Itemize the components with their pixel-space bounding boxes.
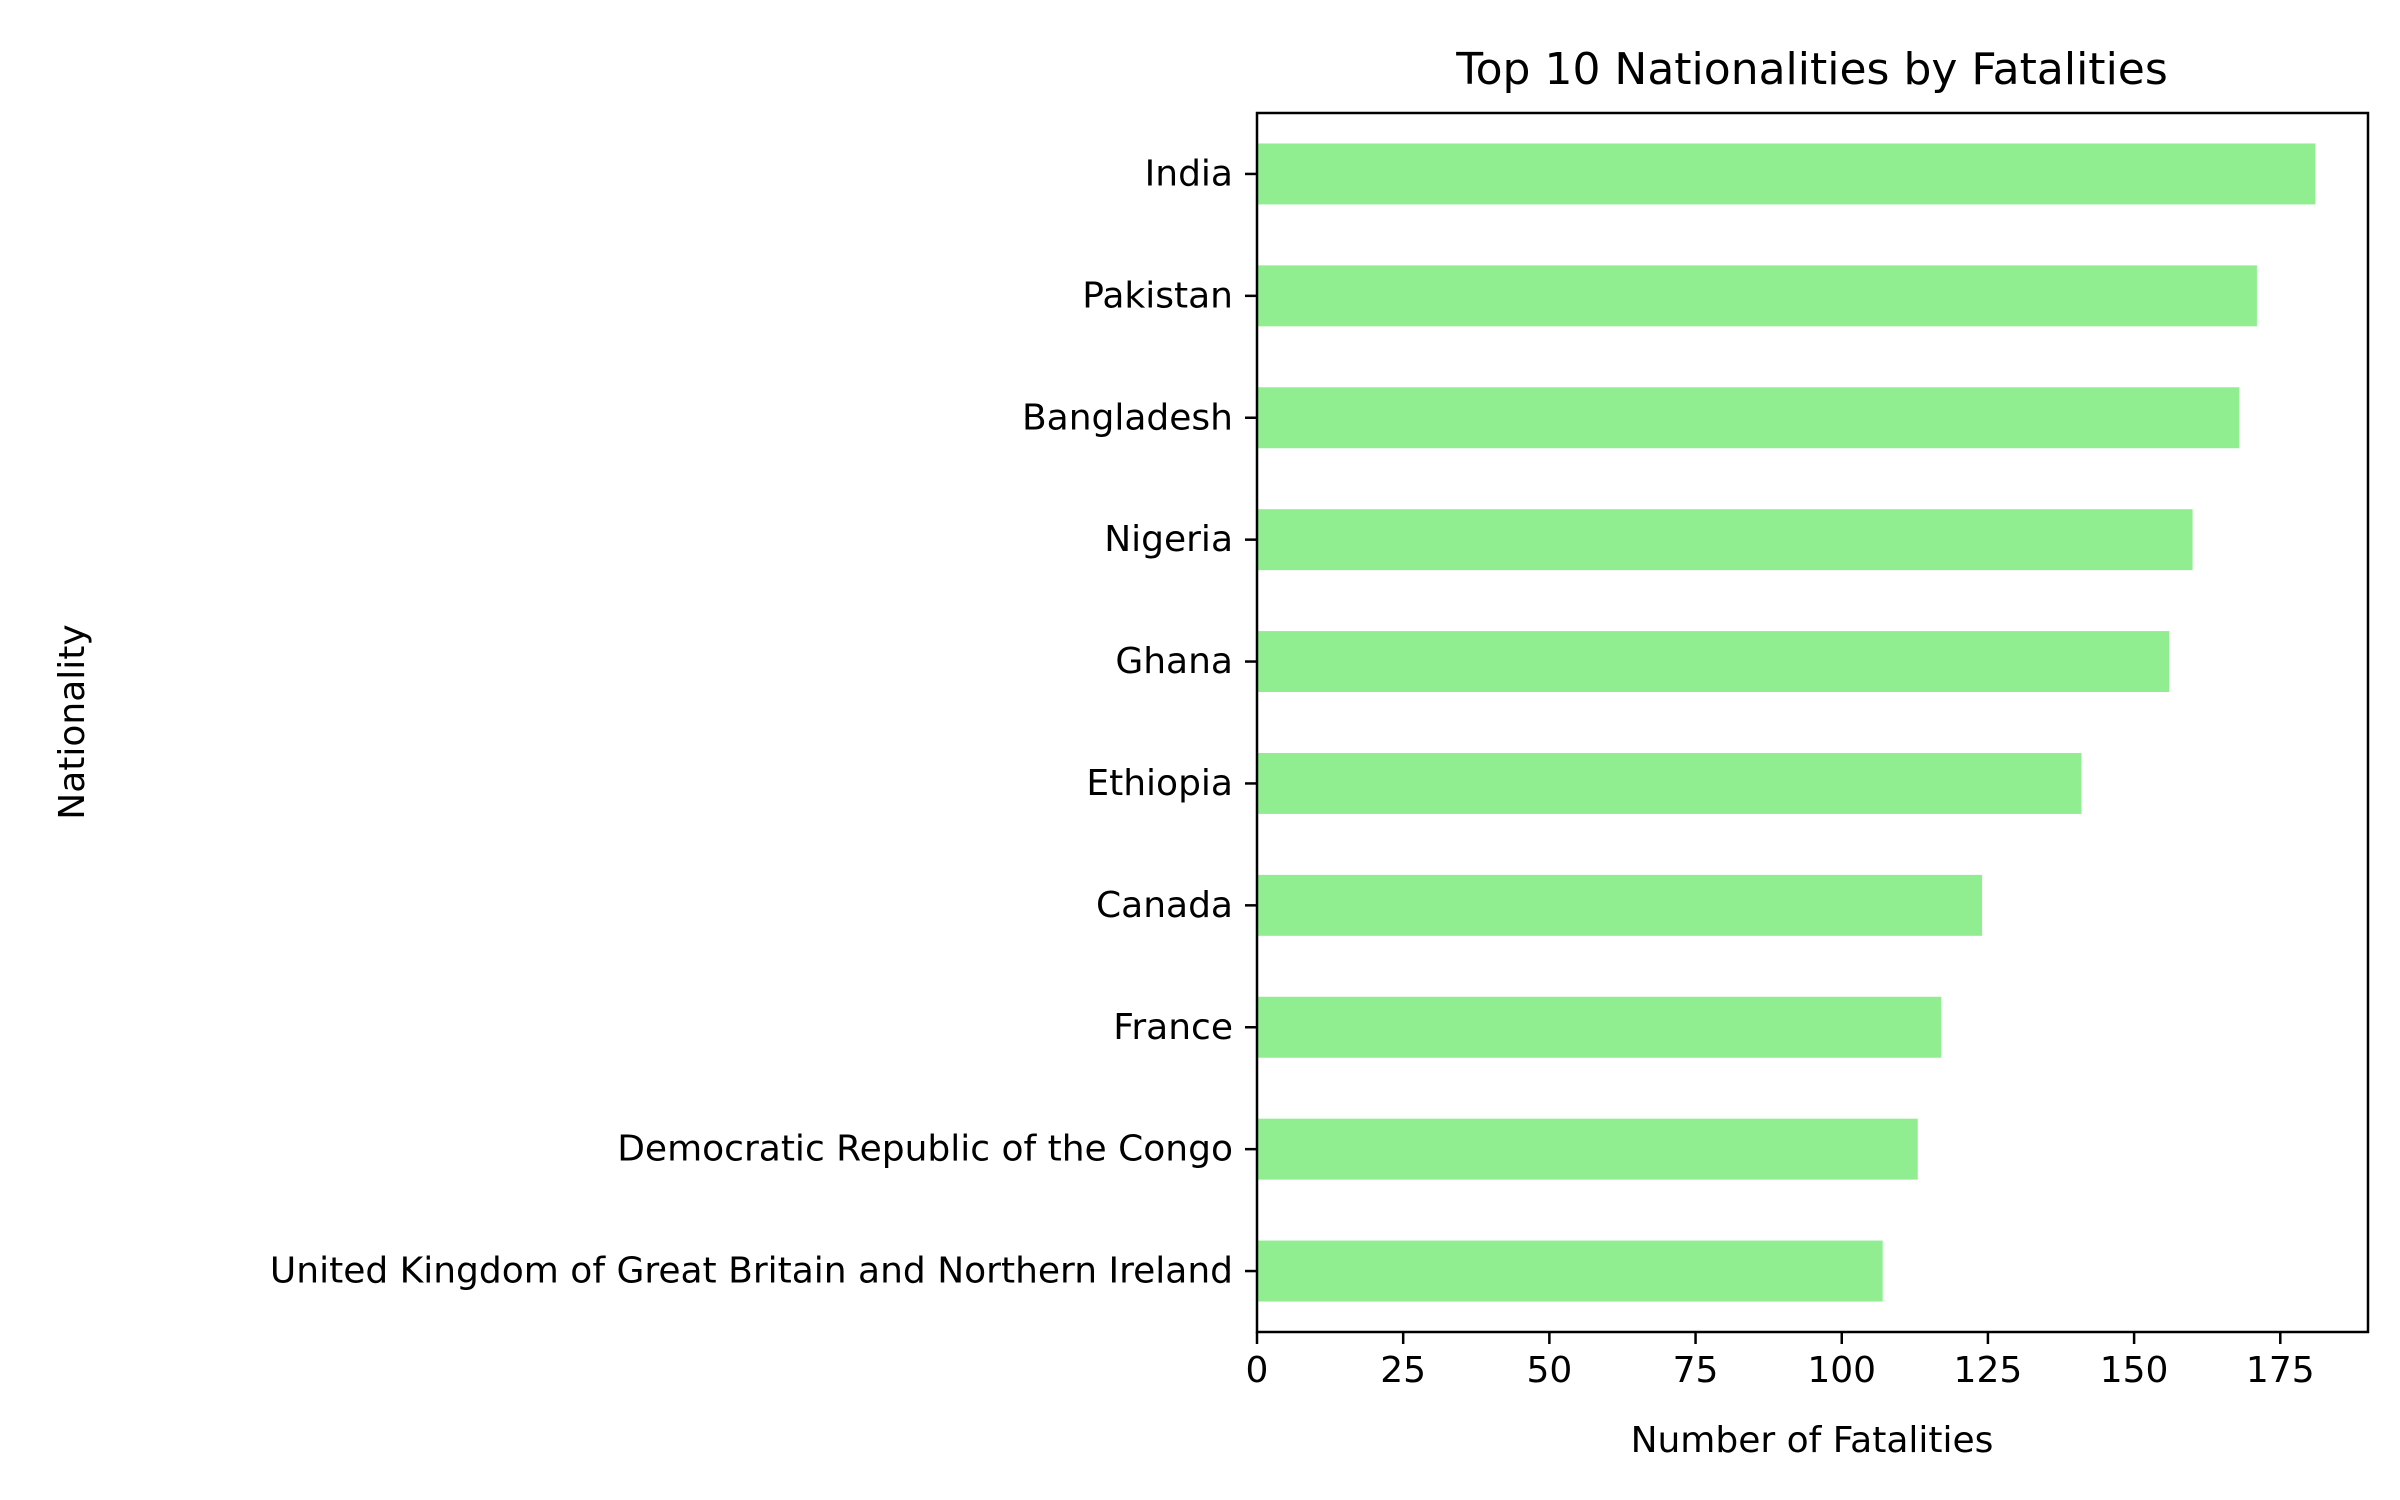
y-tick-label: Bangladesh [1022,397,1233,438]
x-tick-label: 25 [1380,1350,1426,1391]
x-axis-ticks: 0 25 50 75 100 125 150 175 [1246,1332,2315,1391]
bar-2 [1257,387,2240,449]
bar-4 [1257,631,2170,693]
x-tick-label: 150 [2100,1350,2169,1391]
y-tick-label: Democratic Republic of the Congo [617,1129,1233,1170]
y-tick-label: Pakistan [1082,275,1233,316]
bar-5 [1257,752,2082,814]
bar-0 [1257,143,2316,205]
y-tick-label: Ghana [1115,641,1233,682]
x-tick-label: 175 [2246,1350,2315,1391]
plot-frame [1255,111,2370,1334]
bar-1 [1257,265,2257,327]
y-axis-ticks: India Pakistan Bangladesh Nigeria Ghana Ethio… [270,153,1257,1292]
bar-8 [1257,1118,1918,1180]
y-axis-label: Nationality [52,624,93,819]
y-tick-label: Ethiopia [1086,763,1233,804]
y-tick-label: France [1113,1007,1233,1048]
bar-7 [1257,996,1942,1058]
bar-3 [1257,509,2193,571]
bar-9 [1257,1240,1883,1302]
chart-title: Top 10 Nationalities by Fatalities [1455,44,2168,95]
x-tick-label: 125 [1954,1350,2023,1391]
bar-6 [1257,874,1983,936]
x-tick-label: 100 [1807,1350,1876,1391]
x-tick-label: 0 [1246,1350,1269,1391]
x-axis-label: Number of Fatalities [1631,1420,1994,1461]
x-tick-label: 75 [1673,1350,1719,1391]
bars-group [1257,143,2316,1302]
y-tick-label: Nigeria [1104,519,1233,560]
y-tick-label: Canada [1096,885,1233,926]
y-tick-label: India [1145,153,1233,194]
x-tick-label: 50 [1526,1350,1572,1391]
y-tick-label: United Kingdom of Great Britain and Nort… [270,1251,1233,1292]
